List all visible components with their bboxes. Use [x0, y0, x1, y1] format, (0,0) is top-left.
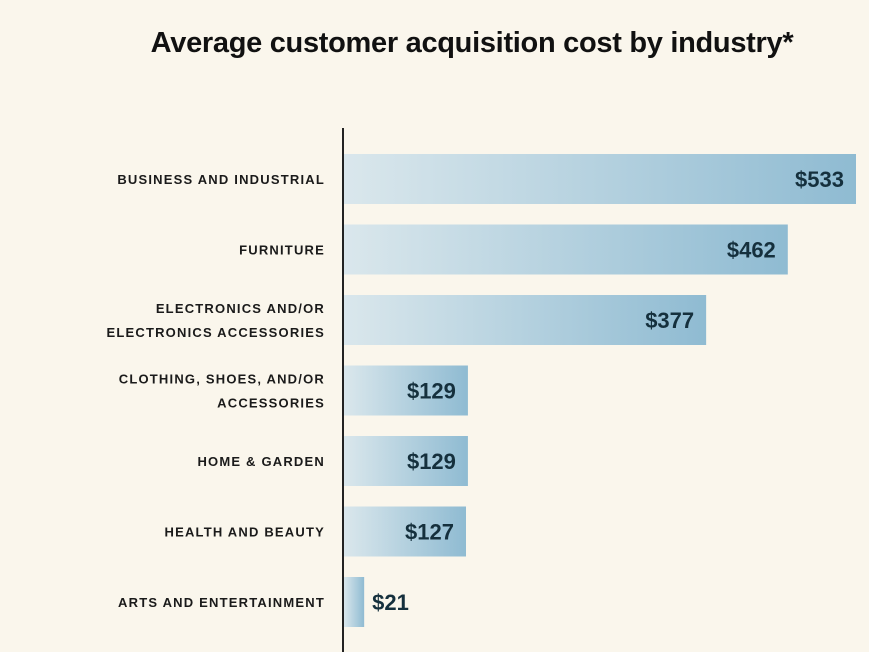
category-label: ARTS AND ENTERTAINMENT	[118, 595, 325, 610]
category-label: HEALTH AND BEAUTY	[164, 525, 325, 540]
category-label: ACCESSORIES	[217, 396, 325, 411]
category-label: HOME & GARDEN	[197, 454, 325, 469]
value-label: $21	[372, 590, 409, 615]
value-label: $377	[645, 308, 694, 333]
value-label: $533	[795, 167, 844, 192]
value-label: $129	[407, 379, 456, 404]
bar	[344, 224, 788, 275]
bar	[344, 154, 856, 204]
chart-title: Average customer acquisition cost by ind…	[151, 27, 795, 59]
bar	[344, 506, 466, 557]
category-label: ELECTRONICS AND/OR	[156, 301, 325, 316]
category-label: ELECTRONICS ACCESSORIES	[106, 325, 325, 340]
category-label: CLOTHING, SHOES, AND/OR	[119, 372, 325, 387]
bar	[344, 295, 707, 345]
category-label: BUSINESS AND INDUSTRIAL	[117, 172, 325, 187]
bar	[344, 577, 365, 627]
bar	[344, 436, 468, 486]
bars-group: $533 BUSINESS AND INDUSTRIAL $462 FURNITURE…	[106, 154, 856, 627]
category-label: FURNITURE	[239, 243, 325, 258]
value-label: $129	[407, 449, 456, 474]
value-label: $462	[727, 238, 776, 263]
bar	[344, 365, 468, 416]
value-label: $127	[405, 520, 454, 545]
